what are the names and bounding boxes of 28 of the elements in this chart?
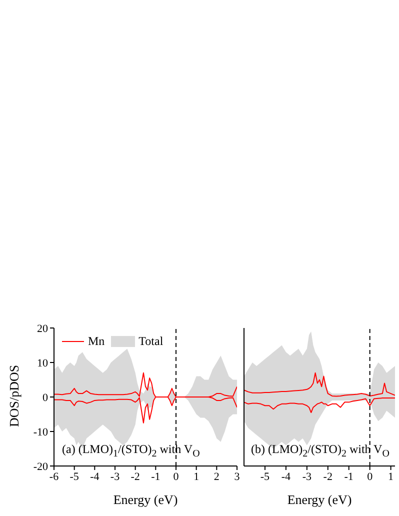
x-tick-label: -3 [302, 470, 312, 483]
y-tick-label: 10 [37, 357, 48, 370]
legend-label: Mn [88, 334, 105, 349]
y-tick-label: -20 [33, 460, 48, 473]
annotation: (b) (LMO)$_{2}$/(STO)$_{2}$ with V$_{O}$ [251, 442, 390, 460]
x-tick-label: -4 [281, 470, 292, 483]
y-tick-label: 0 [42, 392, 48, 404]
y-tick-label: 20 [37, 322, 48, 335]
x-tick-label: -5 [260, 470, 270, 483]
x-tick-label: 1 [194, 470, 200, 483]
y-tick-label: -10 [33, 426, 48, 438]
x-tick-label: -2 [323, 470, 332, 483]
x-tick-label: -1 [151, 470, 160, 483]
x-axis-title: Energy (eV) [113, 492, 178, 507]
y-axis-title: DOS/pDOS [6, 364, 22, 427]
x-tick-label: -2 [130, 470, 140, 483]
x-axis-title: Energy (eV) [287, 492, 352, 507]
x-tick-label: 0 [173, 470, 180, 483]
x-tick-label: -6 [49, 470, 60, 483]
x-tick-label: 3 [234, 470, 240, 483]
x-tick-label: 0 [367, 470, 374, 483]
legend-label: Total [138, 334, 164, 349]
x-tick-label: -4 [90, 470, 100, 483]
x-tick-label: -3 [110, 470, 120, 483]
x-tick-label: -1 [344, 470, 354, 483]
x-tick-label: 1 [388, 470, 394, 483]
x-tick-label: 2 [214, 470, 220, 483]
x-tick-label: -5 [70, 470, 80, 483]
